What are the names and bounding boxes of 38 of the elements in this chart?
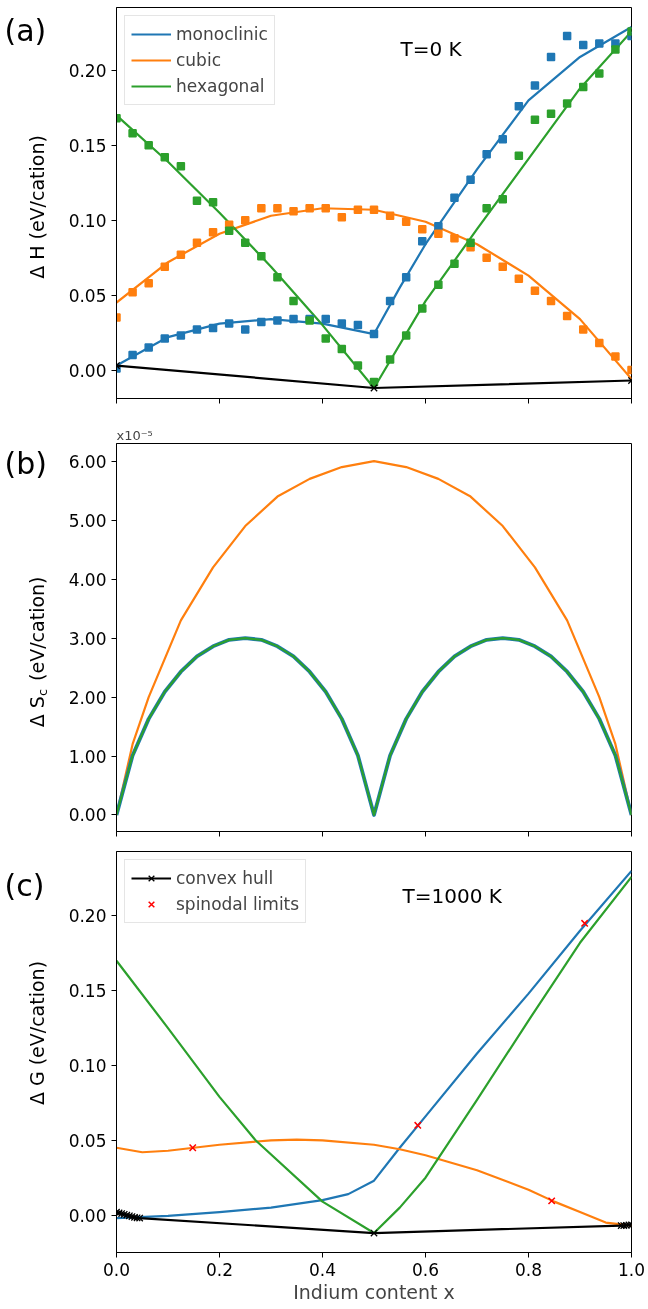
y-tick-label: 5.00	[68, 510, 107, 531]
x-tick-label: 1.0	[617, 1259, 646, 1280]
x-tick-label: 0.6	[411, 1259, 440, 1280]
y-tick-label: 0.20	[68, 906, 107, 927]
y-tick-label: 0.10	[68, 1055, 107, 1076]
y-tick-label: 0.05	[68, 285, 107, 306]
text: x10⁻⁵	[116, 427, 153, 443]
text: (c)	[4, 868, 45, 904]
y-tick-label: 0.20	[68, 60, 107, 81]
annotation: T=0 K	[399, 36, 463, 61]
y-axis-title: Δ Sc (eV/cation)	[25, 576, 50, 728]
x-axis-title: Indium content x	[293, 1280, 455, 1303]
y-axis-title: Δ G (eV/cation)	[25, 960, 48, 1106]
x-tick-label: 0.2	[205, 1259, 234, 1280]
y-tick-label: 0.05	[68, 1130, 107, 1151]
y-axis-title: Δ H (eV/cation)	[25, 135, 48, 279]
y-tick-label: 0.00	[68, 805, 107, 826]
legend-label: spinodal limits	[176, 893, 300, 916]
legend-label: convex hull	[176, 867, 274, 890]
y-tick-label: 4.00	[68, 569, 107, 590]
y-tick-label: 0.15	[68, 135, 107, 156]
y-tick-label: 3.00	[68, 628, 107, 649]
x-tick-label: 0.4	[308, 1259, 337, 1280]
text: (b)	[4, 446, 47, 482]
x-tick-label: 0.8	[514, 1259, 543, 1280]
annotation: T=1000 K	[401, 883, 503, 908]
y-tick-label: 0.15	[68, 981, 107, 1002]
x-tick-label: 0.0	[102, 1259, 131, 1280]
y-tick-label: 6.00	[68, 451, 107, 472]
y-tick-label: 2.00	[68, 687, 107, 708]
y-tick-label: 0.10	[68, 210, 107, 231]
text: (a)	[4, 12, 47, 48]
y-tick-label: 1.00	[68, 746, 107, 767]
y-tick-label: 0.00	[68, 1205, 107, 1226]
legend-label: hexagonal	[176, 75, 265, 98]
legend-label: cubic	[176, 49, 221, 72]
y-tick-label: 0.00	[68, 360, 107, 381]
legend-label: monoclinic	[176, 23, 268, 46]
